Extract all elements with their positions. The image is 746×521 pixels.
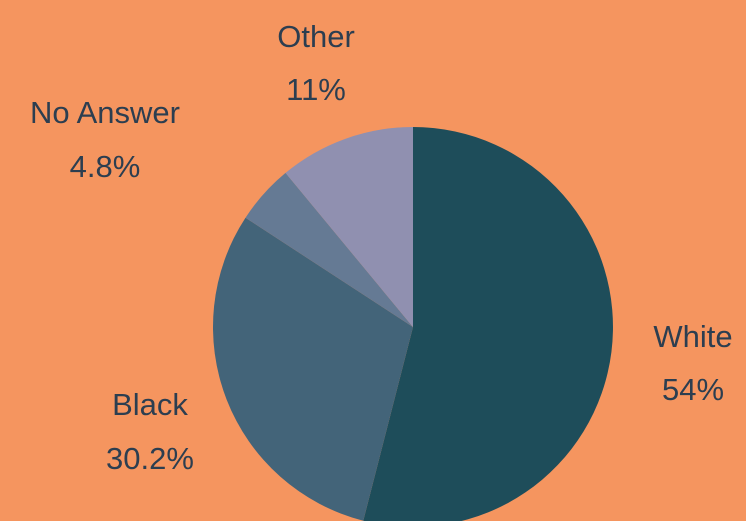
- label-black-value: 30.2%: [106, 441, 194, 476]
- label-other-name: Other: [277, 19, 355, 54]
- label-white-value: 54%: [662, 372, 724, 407]
- pie-slice-no-answer: [245, 172, 413, 327]
- label-white: White 54%: [653, 319, 732, 407]
- label-other: Other 11%: [277, 19, 355, 107]
- label-white-name: White: [653, 319, 732, 354]
- label-black: Black 30.2%: [106, 387, 194, 476]
- label-no-answer-value: 4.8%: [70, 149, 141, 184]
- label-other-value: 11%: [286, 72, 346, 107]
- pie-slice-other: [285, 127, 413, 327]
- label-black-name: Black: [112, 387, 188, 422]
- pie-slice-black: [212, 217, 413, 521]
- label-no-answer: No Answer 4.8%: [30, 95, 180, 184]
- pie-slice-white: [363, 127, 613, 521]
- label-no-answer-name: No Answer: [30, 95, 180, 130]
- pie-slices: [212, 127, 613, 521]
